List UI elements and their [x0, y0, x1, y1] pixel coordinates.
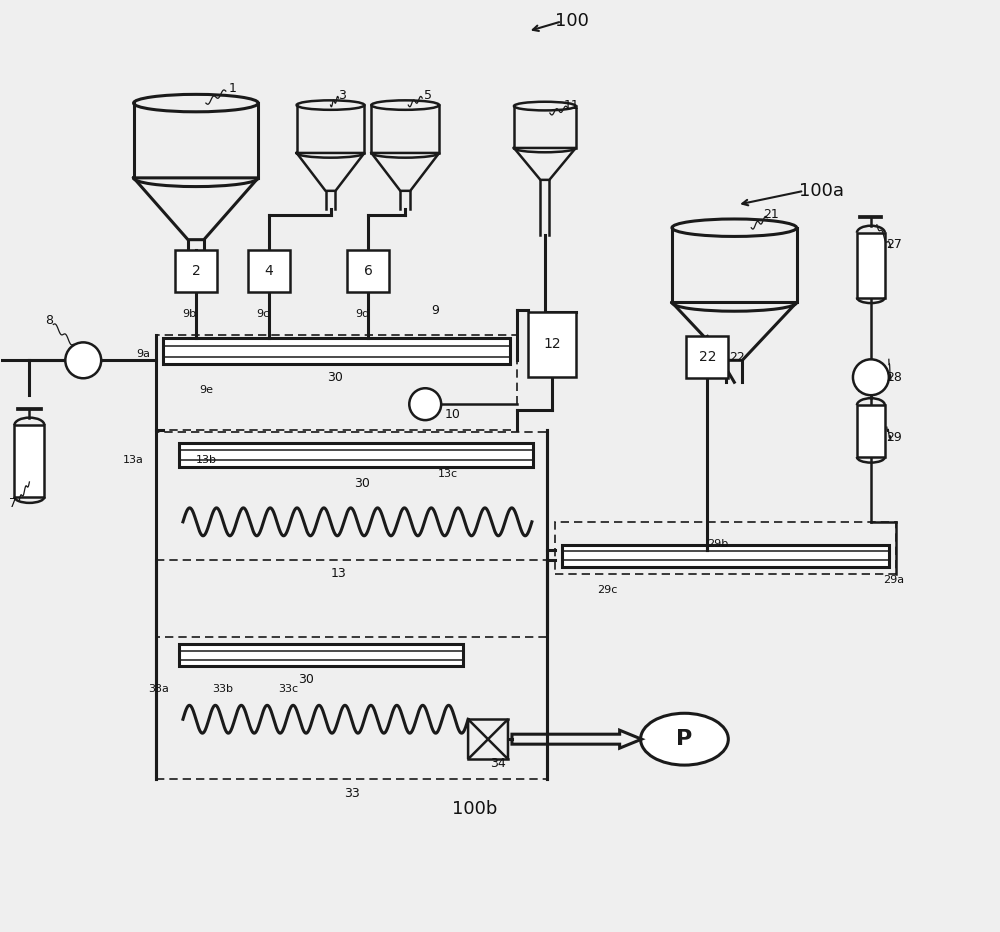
Bar [857, 233, 885, 297]
FancyBboxPatch shape [686, 336, 728, 378]
Text: 29b: 29b [707, 539, 728, 549]
Text: 9c: 9c [256, 309, 269, 320]
Text: 12: 12 [543, 337, 561, 351]
Text: 13: 13 [331, 568, 346, 581]
Text: 1: 1 [229, 82, 237, 95]
Text: 9a: 9a [136, 350, 150, 360]
Text: P: P [676, 729, 693, 749]
Bar [179, 644, 463, 666]
Text: 9e: 9e [199, 385, 213, 395]
Text: 33b: 33b [212, 684, 233, 694]
Text: 2: 2 [192, 264, 200, 278]
FancyBboxPatch shape [248, 250, 290, 292]
Text: 29c: 29c [597, 584, 618, 595]
Text: 13c: 13c [438, 469, 458, 479]
Text: 6: 6 [364, 264, 373, 278]
Circle shape [65, 342, 101, 378]
Text: 3: 3 [339, 89, 346, 102]
FancyBboxPatch shape [347, 250, 389, 292]
Text: 10: 10 [444, 407, 460, 420]
Text: 7: 7 [9, 498, 17, 511]
Text: 8: 8 [45, 314, 53, 327]
Bar [156, 637, 547, 779]
Text: 13b: 13b [195, 455, 216, 465]
Text: 30: 30 [298, 673, 314, 686]
Text: 4: 4 [264, 264, 273, 278]
Bar [163, 338, 510, 364]
Bar [857, 405, 885, 457]
Bar [179, 443, 533, 467]
Bar [156, 432, 547, 560]
Text: 9: 9 [431, 304, 439, 317]
Text: 11: 11 [564, 99, 580, 112]
Text: 5: 5 [424, 89, 432, 102]
Text: 100b: 100b [452, 800, 498, 818]
Text: 33c: 33c [279, 684, 299, 694]
Text: 22: 22 [729, 350, 745, 363]
Text: 27: 27 [886, 239, 902, 251]
Circle shape [853, 360, 889, 395]
Bar [562, 545, 889, 567]
Text: 28: 28 [886, 371, 902, 384]
Text: 100: 100 [555, 12, 589, 31]
Text: 9d: 9d [355, 309, 370, 320]
Text: 30: 30 [354, 477, 370, 490]
Text: 33: 33 [345, 787, 360, 800]
Text: 100a: 100a [799, 182, 844, 199]
Text: 33a: 33a [149, 684, 169, 694]
Text: 29: 29 [886, 431, 902, 444]
Ellipse shape [641, 713, 728, 765]
FancyBboxPatch shape [528, 312, 576, 377]
Circle shape [409, 389, 441, 420]
Bar [156, 336, 517, 430]
Text: 22: 22 [699, 350, 716, 364]
Text: 9b: 9b [182, 309, 196, 320]
Text: 30: 30 [328, 371, 343, 384]
Bar [14, 425, 44, 497]
Text: 29a: 29a [883, 575, 904, 584]
Text: 34: 34 [490, 757, 506, 770]
Text: 21: 21 [763, 208, 779, 221]
FancyBboxPatch shape [175, 250, 217, 292]
Bar [555, 522, 896, 574]
Text: 13a: 13a [123, 455, 144, 465]
